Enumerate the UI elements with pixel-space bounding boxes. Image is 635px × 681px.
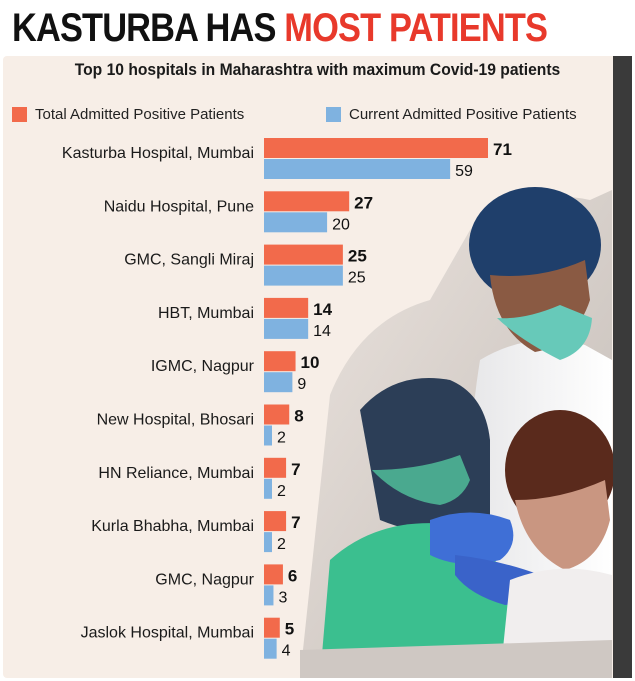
bar-total [264,617,280,638]
category-label: New Hospital, Bhosari [97,412,254,429]
data-label-total: 6 [288,566,297,585]
data-label-current: 20 [332,216,350,233]
bar-current [264,478,272,499]
headline-part-red: MOST PATIENTS [284,6,548,50]
data-label-total: 10 [301,353,320,372]
bar-current [264,212,328,233]
data-label-current: 59 [455,163,473,180]
bar-total [264,564,283,585]
legend-current: Current Admitted Positive Patients [326,104,577,124]
bar-total [264,297,309,318]
category-label: HN Reliance, Mumbai [98,465,254,482]
category-label: GMC, Sangli Miraj [124,252,254,269]
data-label-current: 2 [277,536,286,553]
panel-right-edge [613,56,632,678]
bar-current [264,638,277,659]
chart-subtitle: Top 10 hospitals in Maharashtra with max… [74,60,561,79]
data-label-total: 7 [291,513,300,532]
bar-current [264,318,309,339]
category-label: Kurla Bhabha, Mumbai [91,518,254,535]
bar-current [264,425,272,446]
bar-total [264,138,488,158]
category-label: HBT, Mumbai [158,305,254,322]
legend-swatch-total [12,106,27,122]
bar-total [264,191,350,212]
data-label-total: 25 [348,247,367,266]
headline: KASTURBA HAS MOST PATIENTS [12,4,548,52]
bar-total [264,457,287,478]
data-label-current: 2 [277,483,286,500]
data-label-current: 2 [277,430,286,447]
data-label-total: 27 [354,193,373,212]
legend-swatch-current [326,106,341,122]
bar-current [264,265,343,286]
data-label-current: 14 [313,323,331,340]
category-label: IGMC, Nagpur [151,358,255,375]
bar-current [264,585,274,606]
legend-label-total: Total Admitted Positive Patients [35,105,245,123]
data-label-total: 14 [313,300,332,319]
bar-total [264,351,296,372]
category-label: GMC, Nagpur [155,571,254,588]
category-label: Naidu Hospital, Pune [104,198,254,215]
headline-part-black: KASTURBA HAS [12,6,285,50]
legend-label-current: Current Admitted Positive Patients [349,105,577,123]
data-label-current: 25 [348,270,366,287]
data-label-total: 8 [294,407,303,426]
data-label-current: 9 [297,376,306,393]
legend-total: Total Admitted Positive Patients [12,104,244,124]
bar-total [264,511,287,532]
data-label-current: 4 [282,643,291,660]
data-label-total: 71 [493,140,512,159]
bar-current [264,532,272,553]
data-label-total: 7 [291,460,300,479]
bar-total [264,404,290,425]
data-label-total: 5 [285,620,294,639]
bar-current [264,159,451,179]
category-label: Jaslok Hospital, Mumbai [81,625,254,642]
category-label: Kasturba Hospital, Mumbai [62,145,254,162]
data-label-current: 3 [278,589,287,606]
bar-current [264,372,293,393]
bar-total [264,244,343,265]
